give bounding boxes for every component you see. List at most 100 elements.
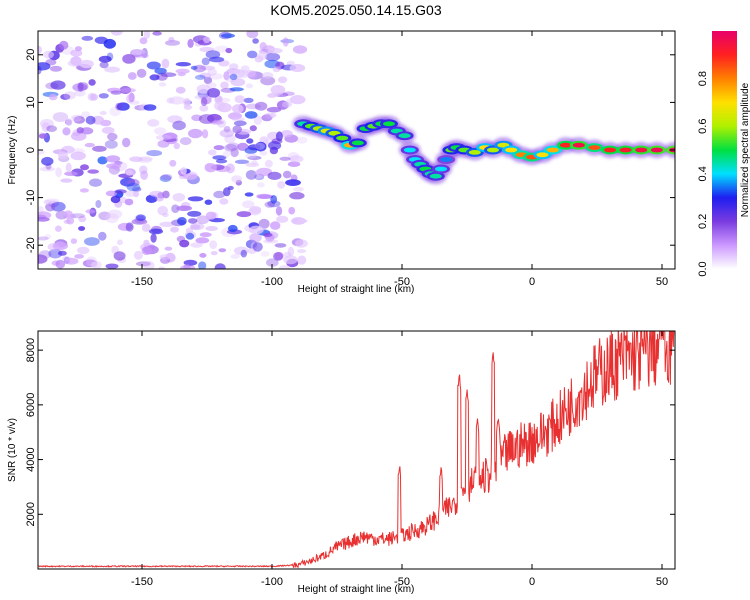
colorbar-tick-label: 0.4 — [697, 166, 709, 181]
heatmap-speckle — [296, 219, 308, 223]
heatmap-speckle — [274, 243, 287, 248]
heatmap-speckle — [90, 93, 98, 101]
heatmap-speckle — [247, 70, 257, 80]
heatmap-speckle — [46, 125, 57, 132]
ridge-core-cell — [440, 157, 453, 162]
heatmap-speckle — [98, 211, 111, 221]
x-tick-label: -100 — [261, 576, 283, 588]
heatmap-speckle — [105, 155, 121, 163]
heatmap-speckle — [264, 159, 273, 168]
heatmap-speckle — [67, 60, 83, 67]
heatmap-speckle — [265, 52, 281, 62]
heatmap-speckle — [179, 137, 192, 146]
heatmap-speckle — [52, 112, 69, 122]
heatmap-speckle — [289, 63, 306, 73]
ridge-core-cell — [435, 166, 447, 172]
heatmap-speckle — [260, 76, 276, 86]
x-tick-label: -150 — [131, 576, 153, 588]
heatmap-speckle — [233, 120, 247, 127]
x-tick-label: -150 — [131, 276, 153, 288]
heatmap-speckle — [204, 199, 213, 205]
heatmap-speckle — [141, 223, 151, 232]
heatmap-speckle — [163, 132, 177, 140]
heatmap-speckle — [180, 167, 187, 175]
heatmap-speckle — [76, 127, 85, 134]
heatmap-speckle — [43, 50, 54, 59]
heatmap-speckle — [219, 129, 234, 138]
heatmap-speckle — [257, 52, 267, 61]
heatmap-speckle — [267, 200, 281, 208]
heatmap-speckle — [205, 226, 218, 231]
heatmap-speckle — [230, 78, 246, 87]
heatmap-speckle — [286, 60, 295, 66]
x-tick-label: -50 — [394, 276, 410, 288]
colorbar-tick-label: 0.6 — [697, 119, 709, 134]
heatmap-speckle — [78, 226, 86, 231]
heatmap-speckle — [104, 140, 118, 149]
heatmap-speckle — [238, 69, 250, 79]
heatmap-speckle — [196, 84, 211, 94]
ridge-core-cell — [604, 147, 616, 153]
heatmap-speckle — [79, 188, 89, 193]
heatmap-speckle — [170, 226, 179, 233]
heatmap-speckle — [270, 85, 286, 95]
heatmap-speckle — [177, 217, 187, 226]
heatmap-speckle — [64, 257, 79, 265]
heatmap-speckle — [141, 246, 152, 255]
heatmap-speckle — [157, 205, 168, 216]
heatmap-speckle — [70, 49, 83, 57]
heatmap-speckle — [103, 38, 117, 49]
heatmap-speckle — [48, 93, 58, 101]
heatmap-speckle — [205, 211, 217, 220]
heatmap-speckle — [38, 133, 48, 139]
heatmap-speckle — [222, 150, 231, 158]
heatmap-speckle — [154, 67, 167, 75]
heatmap-speckle — [236, 211, 252, 218]
heatmap-speckle — [148, 228, 164, 235]
heatmap-speckle — [270, 195, 278, 204]
heatmap-speckle — [133, 250, 143, 260]
heatmap-speckle — [44, 234, 52, 239]
heatmap-speckle — [159, 254, 173, 260]
heatmap-speckle — [104, 66, 120, 73]
heatmap-speckle — [275, 206, 283, 216]
heatmap-speckle — [209, 240, 218, 250]
heatmap-speckle — [65, 118, 73, 127]
heatmap-speckle — [105, 213, 119, 224]
heatmap-speckle — [172, 193, 186, 202]
heatmap-speckle — [224, 134, 236, 144]
heatmap-speckle — [209, 73, 223, 80]
heatmap-speckle — [253, 115, 262, 125]
y-tick-label: 8000 — [25, 338, 37, 362]
heatmap-speckle — [268, 141, 282, 150]
heatmap-speckle — [287, 161, 301, 167]
heatmap-speckle — [125, 169, 134, 176]
heatmap-speckle — [213, 145, 225, 151]
heatmap-speckle — [161, 58, 170, 69]
heatmap-speckle — [59, 40, 69, 50]
heatmap-speckle — [149, 74, 160, 81]
heatmap-cells — [38, 31, 675, 269]
heatmap-speckle — [266, 106, 282, 113]
heatmap-speckle — [45, 202, 56, 212]
snr-panel: -150 -100 -50 0 50 2000 4000 6000 8000 Height o… — [7, 330, 676, 595]
heatmap-speckle — [124, 190, 136, 197]
heatmap-speckle — [176, 205, 193, 212]
heatmap-speckle — [71, 116, 82, 122]
heatmap-speckle — [106, 163, 121, 169]
ridge-core-cell — [588, 145, 601, 151]
heatmap-speckle — [38, 217, 50, 222]
x-tick-label: 0 — [529, 276, 535, 288]
heatmap-speckle — [150, 233, 157, 243]
y-tick-label: 20 — [25, 49, 37, 61]
heatmap-speckle — [221, 33, 235, 38]
heatmap-speckle — [114, 189, 127, 194]
heatmap-speckle — [39, 118, 54, 129]
heatmap-speckle — [214, 45, 229, 53]
heatmap-speckle — [38, 250, 52, 259]
heatmap-speckle — [131, 49, 145, 55]
heatmap-speckle — [272, 66, 281, 73]
heatmap-speckle — [183, 173, 198, 180]
heatmap-speckle — [256, 167, 273, 177]
